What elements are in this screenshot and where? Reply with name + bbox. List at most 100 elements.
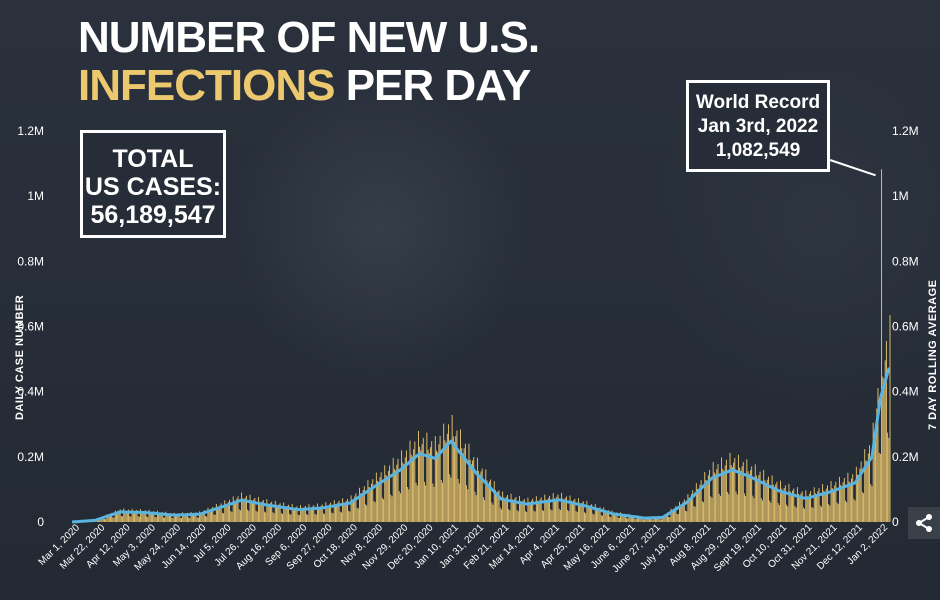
- y-axis-left: 0 0.2M 0.4M 0.6M 0.8M 1M 1.2M: [17, 124, 44, 529]
- daily-bar: [819, 505, 821, 522]
- daily-bar: [106, 514, 108, 522]
- daily-bar: [581, 502, 583, 522]
- daily-bar: [413, 449, 415, 522]
- daily-bar: [688, 497, 690, 522]
- daily-bar: [801, 491, 803, 522]
- daily-bar: [674, 508, 676, 522]
- daily-bar: [168, 513, 170, 522]
- daily-bar: [130, 516, 132, 522]
- daily-bar: [739, 467, 741, 522]
- daily-bar: [804, 508, 806, 522]
- daily-bar: [510, 493, 512, 522]
- daily-bar: [218, 507, 220, 522]
- daily-bar: [836, 502, 838, 522]
- daily-bar: [480, 471, 482, 522]
- daily-bar: [657, 516, 659, 522]
- daily-bar: [527, 497, 529, 522]
- y-tick-right-0: 0: [892, 515, 899, 529]
- daily-bar: [752, 495, 754, 522]
- daily-bar: [479, 474, 481, 522]
- daily-bar: [745, 496, 747, 522]
- daily-bar: [434, 436, 436, 522]
- daily-bar: [545, 499, 547, 522]
- daily-bar: [513, 500, 514, 522]
- daily-bar: [498, 490, 500, 522]
- daily-bar: [706, 480, 708, 522]
- daily-bar: [146, 516, 148, 522]
- daily-bar: [430, 447, 431, 522]
- daily-bar: [693, 506, 695, 522]
- daily-bar: [746, 459, 748, 522]
- daily-bar: [568, 511, 570, 522]
- daily-bar: [528, 501, 530, 522]
- rolling-average-line: [71, 367, 891, 524]
- daily-bar: [164, 517, 166, 522]
- daily-bar: [384, 465, 386, 522]
- daily-bar: [338, 500, 340, 522]
- daily-bar: [205, 516, 206, 522]
- daily-bar: [851, 478, 852, 522]
- daily-bar: [885, 341, 887, 522]
- daily-bar: [849, 482, 851, 522]
- daily-bar: [612, 513, 614, 522]
- daily-bar: [451, 414, 453, 522]
- daily-bar: [488, 481, 490, 522]
- daily-bar: [215, 504, 217, 522]
- daily-bar: [574, 498, 576, 522]
- daily-bar: [439, 435, 441, 522]
- daily-bar: [111, 512, 113, 522]
- daily-bar: [507, 494, 508, 522]
- daily-bar: [567, 509, 569, 522]
- daily-bar: [487, 483, 489, 522]
- daily-bar: [426, 432, 428, 522]
- y-tick-right-1: 0.2M: [892, 450, 919, 464]
- daily-bar: [594, 504, 596, 522]
- daily-bar: [503, 497, 505, 522]
- daily-bar: [219, 505, 221, 522]
- daily-bar: [676, 513, 678, 522]
- daily-bar: [867, 453, 869, 522]
- daily-bar: [124, 511, 126, 522]
- daily-bar: [416, 485, 418, 522]
- daily-bar: [446, 433, 448, 522]
- daily-bar: [410, 454, 412, 522]
- daily-bar: [401, 450, 403, 522]
- daily-bar: [668, 517, 670, 522]
- daily-bar: [602, 515, 603, 522]
- daily-bar: [138, 516, 140, 522]
- daily-bar: [786, 504, 787, 522]
- world-record-box: World Record Jan 3rd, 2022 1,082,549: [686, 80, 830, 172]
- y-tick-left-4: 0.8M: [17, 254, 44, 268]
- daily-bar: [692, 490, 694, 522]
- daily-bar: [390, 494, 392, 522]
- daily-bar: [873, 431, 875, 522]
- daily-bar: [123, 508, 125, 522]
- daily-bar: [242, 498, 244, 522]
- daily-bar: [398, 491, 400, 522]
- daily-bar: [407, 487, 409, 522]
- daily-bar: [501, 509, 502, 522]
- daily-bar: [847, 472, 849, 522]
- daily-bar: [682, 502, 684, 522]
- daily-bar: [324, 514, 326, 522]
- daily-bar: [584, 512, 585, 522]
- daily-bar: [387, 470, 389, 522]
- daily-bar: [782, 490, 784, 522]
- daily-bar: [514, 498, 516, 522]
- daily-bar: [580, 504, 582, 522]
- daily-bar: [470, 464, 472, 522]
- daily-bar: [558, 508, 560, 522]
- daily-bar: [249, 494, 251, 522]
- daily-bar: [182, 512, 184, 522]
- daily-bar: [869, 445, 870, 522]
- daily-bar: [373, 500, 375, 522]
- daily-bar: [107, 515, 109, 522]
- daily-bar: [177, 513, 179, 522]
- daily-bar: [375, 472, 377, 522]
- share-button[interactable]: [908, 507, 940, 539]
- daily-bar: [486, 480, 488, 522]
- daily-bar: [824, 491, 826, 522]
- daily-bar: [736, 494, 738, 522]
- daily-bar: [368, 487, 370, 522]
- daily-bar: [392, 457, 394, 522]
